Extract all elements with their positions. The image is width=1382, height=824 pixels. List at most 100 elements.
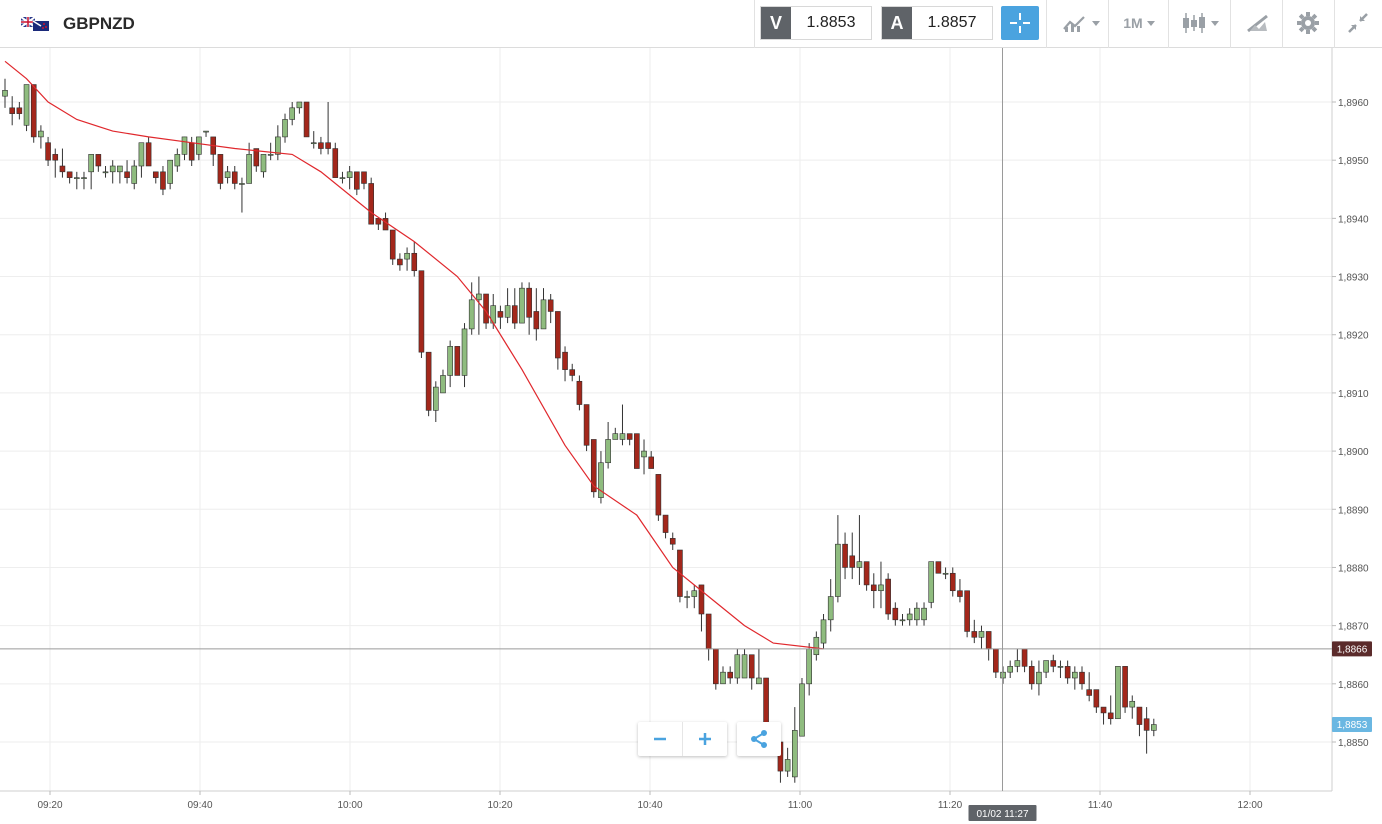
candle bbox=[461, 323, 468, 388]
candle bbox=[296, 101, 303, 114]
candle-body bbox=[425, 351, 432, 411]
candle bbox=[533, 288, 540, 341]
candle bbox=[1136, 706, 1143, 737]
candle bbox=[282, 113, 288, 143]
x-tick-label: 09:40 bbox=[187, 800, 212, 811]
candle-body bbox=[1086, 689, 1092, 696]
candle-body bbox=[174, 154, 181, 167]
separator bbox=[754, 0, 755, 48]
candle-body bbox=[397, 258, 403, 266]
candle bbox=[66, 171, 73, 184]
candle-body bbox=[655, 474, 662, 516]
candle bbox=[332, 142, 339, 178]
candle-body bbox=[124, 171, 130, 178]
settings-button[interactable] bbox=[1290, 6, 1326, 40]
candle bbox=[109, 160, 116, 184]
share-button[interactable] bbox=[737, 722, 781, 756]
candle-body bbox=[354, 171, 360, 190]
candle bbox=[784, 747, 791, 777]
candle-body bbox=[1143, 718, 1150, 731]
candles-button[interactable] bbox=[1174, 6, 1226, 40]
chevron-down-icon bbox=[1211, 20, 1219, 26]
candle-body bbox=[756, 677, 762, 685]
buy-label[interactable]: A bbox=[882, 7, 912, 39]
candle bbox=[870, 573, 877, 609]
candles-icon bbox=[1183, 13, 1205, 33]
sell-label[interactable]: V bbox=[761, 7, 791, 39]
buy-price-group[interactable]: A 1.8857 bbox=[881, 6, 993, 40]
candle bbox=[684, 590, 690, 609]
candle-body bbox=[985, 631, 992, 650]
candle bbox=[1086, 672, 1092, 702]
crosshair-button[interactable] bbox=[1001, 6, 1039, 40]
candle-body bbox=[806, 648, 812, 685]
candle bbox=[634, 433, 640, 469]
candle-body bbox=[2, 90, 8, 97]
candle bbox=[641, 439, 647, 475]
x-tick-label: 10:00 bbox=[337, 800, 362, 811]
sell-price[interactable]: 1.8853 bbox=[791, 7, 871, 39]
candle-body bbox=[102, 171, 109, 174]
candle bbox=[856, 515, 863, 585]
timeframe-label: 1M bbox=[1123, 15, 1143, 31]
candle bbox=[705, 613, 712, 661]
candle-body bbox=[899, 619, 906, 622]
price-axis: 1,8960 1,8950 1,8940 1,8930 1,8920 1,8910 1,89… bbox=[1332, 98, 1369, 749]
candle bbox=[1036, 660, 1042, 696]
chart-type-icon bbox=[1063, 16, 1085, 32]
candle-body bbox=[1093, 689, 1100, 708]
candle bbox=[1043, 660, 1049, 678]
candle bbox=[985, 631, 992, 661]
candle bbox=[576, 375, 583, 411]
candle bbox=[849, 532, 856, 580]
candle-body bbox=[109, 165, 116, 173]
candle bbox=[325, 102, 331, 155]
candle-body bbox=[813, 636, 820, 656]
candle-body bbox=[612, 433, 619, 440]
candle bbox=[590, 439, 597, 498]
draw-button[interactable] bbox=[1240, 6, 1276, 40]
candle-body bbox=[914, 607, 920, 621]
draw-icon bbox=[1247, 14, 1268, 33]
candle-body bbox=[949, 572, 956, 592]
candle-body bbox=[1129, 700, 1136, 708]
zoom-in-button[interactable] bbox=[683, 722, 727, 756]
candle bbox=[375, 218, 382, 230]
chart-type-button[interactable] bbox=[1056, 6, 1106, 40]
candle bbox=[210, 136, 217, 166]
candle bbox=[648, 451, 655, 469]
candle-body bbox=[1028, 666, 1035, 685]
candle bbox=[389, 229, 396, 265]
zoom-out-button[interactable] bbox=[638, 722, 683, 756]
last-price-label: 1,8853 bbox=[1337, 720, 1368, 731]
candle bbox=[971, 619, 978, 644]
candle bbox=[906, 608, 913, 626]
candle bbox=[425, 351, 432, 417]
price-chart[interactable]: 1,8960 1,8950 1,8940 1,8930 1,8920 1,8910 1,89… bbox=[0, 48, 1382, 824]
candle-body bbox=[1079, 671, 1085, 685]
plus-icon bbox=[699, 733, 711, 745]
crosshair-time-label: 01/02 11:27 bbox=[976, 809, 1029, 820]
candle-body bbox=[375, 218, 382, 225]
candle-body bbox=[160, 171, 166, 190]
sell-price-group[interactable]: V 1.8853 bbox=[760, 6, 872, 40]
candle-body bbox=[346, 171, 353, 178]
candle bbox=[246, 142, 252, 184]
candle-body bbox=[1115, 666, 1121, 720]
timeframe-button[interactable]: 1M bbox=[1114, 6, 1164, 40]
candle-body bbox=[476, 293, 482, 301]
buy-price[interactable]: 1.8857 bbox=[912, 7, 992, 39]
candle bbox=[698, 584, 705, 632]
candle-body bbox=[239, 183, 245, 185]
collapse-button[interactable] bbox=[1340, 6, 1376, 40]
candle-body bbox=[799, 683, 805, 737]
candle bbox=[1143, 707, 1150, 754]
candle-body bbox=[418, 270, 425, 353]
y-tick-label: 1,8940 bbox=[1338, 214, 1369, 225]
separator bbox=[1168, 0, 1169, 48]
candle bbox=[942, 567, 949, 580]
y-tick-label: 1,8920 bbox=[1338, 331, 1369, 342]
candle-body bbox=[748, 654, 755, 679]
candle bbox=[468, 282, 475, 335]
candle-body bbox=[332, 148, 339, 178]
